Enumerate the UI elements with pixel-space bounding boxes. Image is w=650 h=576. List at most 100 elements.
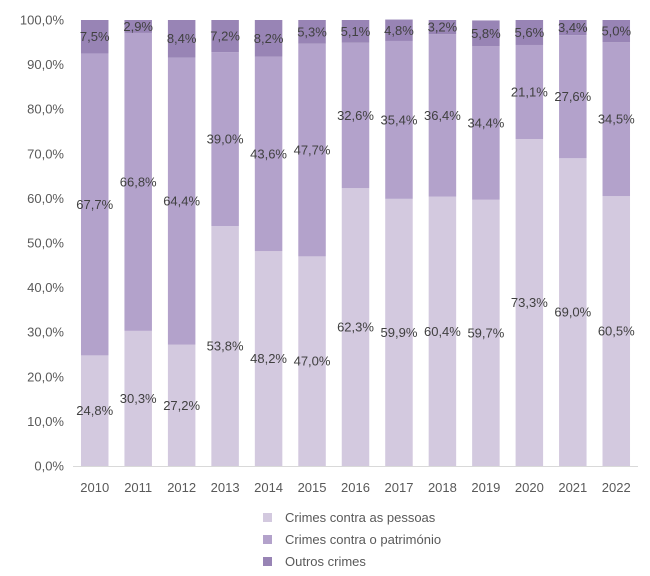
legend: Crimes contra as pessoas Crimes contra o … [263,510,441,569]
data-label: 36,4% [424,108,461,123]
data-label: 35,4% [381,112,418,127]
y-tick-label: 50,0% [27,236,64,251]
x-tick-label: 2020 [515,480,544,495]
bar-segment [298,256,326,466]
bar-segment [515,139,544,466]
y-tick-label: 60,0% [27,191,64,206]
x-tick-label: 2017 [385,480,414,495]
data-label: 5,1% [341,24,371,39]
bar-segment [124,32,152,331]
data-label: 64,4% [163,194,200,209]
bar-segment [428,20,457,35]
y-tick-label: 20,0% [27,369,64,384]
x-tick-label: 2022 [602,480,631,495]
bar-segment [298,43,326,257]
bar-segment [80,355,109,466]
data-label: 59,7% [467,325,504,340]
y-tick-label: 0,0% [34,459,64,474]
bar-segment [211,20,239,53]
data-label: 59,9% [381,325,418,340]
bar-segment [515,20,544,45]
y-tick-label: 70,0% [27,146,64,161]
bar-segment [254,20,283,57]
bar-segment [559,35,587,159]
legend-label: Crimes contra o património [285,532,441,547]
bars [80,19,631,467]
bar-segment [254,251,283,466]
y-tick-label: 100,0% [20,13,65,28]
data-label: 47,0% [294,354,331,369]
y-tick-label: 90,0% [27,57,64,72]
bar-segment [428,196,457,466]
data-label: 67,7% [76,197,113,212]
data-label: 5,0% [601,24,631,39]
data-label: 3,4% [558,20,588,35]
data-label: 53,8% [207,339,244,354]
bar-segment [472,199,500,466]
bar-segment [559,158,587,466]
bar-segment [602,42,631,197]
bar-segment [80,53,109,356]
x-tick-label: 2018 [428,480,457,495]
x-tick-label: 2015 [298,480,327,495]
x-axis: 2010 2011 2012 2013 2014 2015 2016 2017 2018 2019… [73,466,638,495]
x-tick-label: 2011 [124,480,152,495]
legend-label: Outros crimes [285,554,366,569]
bar-segment [211,52,239,227]
bar-segment [124,330,152,466]
data-label: 69,0% [554,305,591,320]
x-tick-label: 2013 [211,480,240,495]
bar-segment [80,20,109,54]
data-label: 27,6% [554,89,591,104]
bar-segment [211,226,239,466]
y-tick-label: 30,0% [27,325,64,340]
legend-label: Crimes contra as pessoas [285,510,436,525]
bar-segment [385,19,413,41]
bar-segment [428,34,457,197]
y-tick-label: 80,0% [27,102,64,117]
data-label: 27,2% [163,398,200,413]
data-label: 8,2% [254,31,284,46]
x-tick-label: 2010 [80,480,109,495]
data-label: 24,8% [76,403,113,418]
bar-segment [298,20,326,44]
data-label: 47,7% [294,143,331,158]
bar-segment [602,20,631,43]
data-label: 21,1% [511,85,548,100]
data-label: 60,4% [424,324,461,339]
data-label: 4,8% [384,23,414,38]
bar-segment [341,188,370,466]
y-tick-label: 10,0% [27,414,64,429]
data-labels: 24,8% 67,7% 7,5% 30,3% 66,8% 2,9% 27,2% 64,4% 8,… [76,19,635,418]
bar-segment [167,57,196,345]
legend-swatch [263,557,272,566]
data-label: 3,2% [428,20,458,35]
bar-segment [602,196,631,467]
bar-segment [167,344,196,466]
bar-segment [341,20,370,43]
bar-segment [124,20,152,33]
y-axis: 0,0% 10,0% 20,0% 30,0% 40,0% 50,0% 60,0% 70,0% 8… [20,13,65,474]
data-label: 48,2% [250,351,287,366]
bar-segment [559,20,587,36]
bar-segment [515,44,544,140]
bar-segment [472,46,500,200]
bar-segment [341,42,370,189]
bar-segment [254,56,283,252]
data-label: 2,9% [123,19,153,34]
data-label: 60,5% [598,324,635,339]
x-tick-label: 2016 [341,480,370,495]
legend-swatch [263,513,272,522]
y-tick-label: 40,0% [27,280,64,295]
data-label: 66,8% [120,174,157,189]
data-label: 73,3% [511,295,548,310]
data-label: 5,6% [515,25,545,40]
data-label: 62,3% [337,320,374,335]
bar-segment [385,40,413,199]
x-tick-label: 2014 [254,480,283,495]
data-label: 30,3% [120,391,157,406]
data-label: 7,5% [80,29,110,44]
data-label: 43,6% [250,146,287,161]
data-label: 39,0% [207,132,244,147]
